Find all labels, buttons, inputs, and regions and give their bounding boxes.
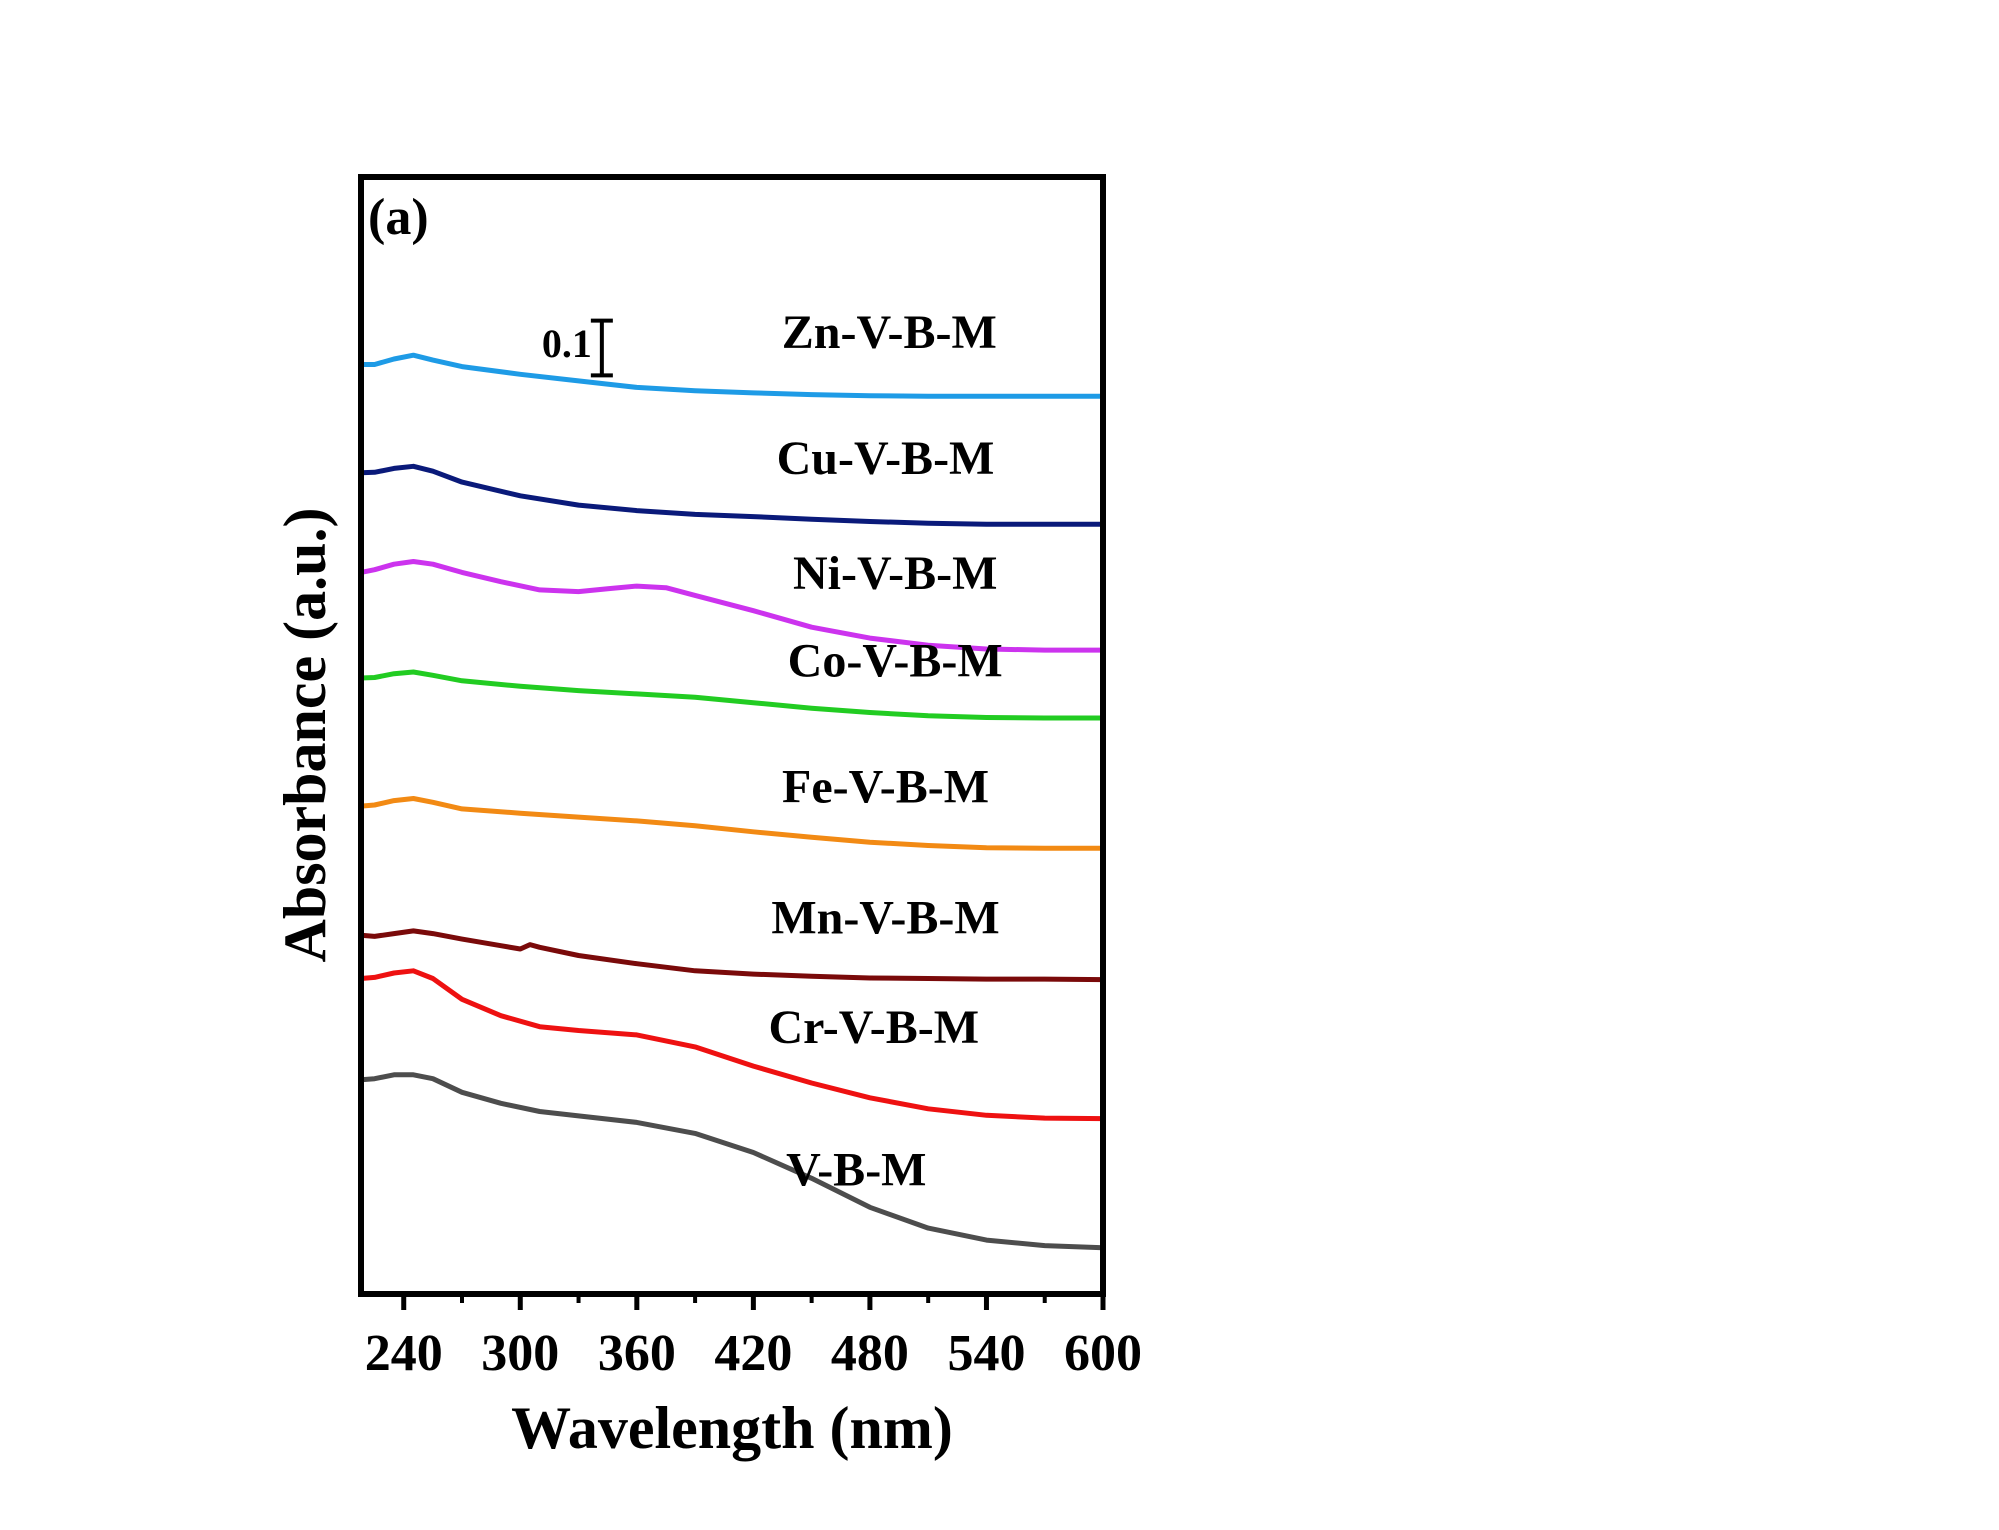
series-label-v-b-m: V-B-M xyxy=(786,1143,926,1196)
series-line-mn-v-b-m xyxy=(358,928,1106,983)
series-line-v-b-m xyxy=(358,1072,1106,1251)
series-label-cu-v-b-m: Cu-V-B-M xyxy=(777,432,995,485)
x-tick-label-300: 300 xyxy=(481,1325,559,1382)
y-axis-title: Absorbance (a.u.) xyxy=(272,507,338,962)
x-tick-label-420: 420 xyxy=(714,1325,792,1382)
series-label-mn-v-b-m: Mn-V-B-M xyxy=(771,892,999,945)
series-line-zn-v-b-m xyxy=(358,352,1106,399)
x-axis-ticks: 240 300 360 420 480 540 600 xyxy=(365,1294,1142,1382)
x-tick-label-540: 540 xyxy=(947,1325,1025,1382)
panel-label: (a) xyxy=(368,189,429,246)
series-label-zn-v-b-m: Zn-V-B-M xyxy=(782,306,997,359)
series-line-co-v-b-m xyxy=(358,669,1106,721)
series-line-ni-v-b-m xyxy=(358,559,1106,653)
plot-frame xyxy=(358,174,1106,1297)
series-labels: Zn-V-B-M Cu-V-B-M Ni-V-B-M Co-V-B-M Fe-V-B-M… xyxy=(769,306,1003,1196)
series-label-cr-v-b-m: Cr-V-B-M xyxy=(769,1001,980,1054)
x-tick-label-600: 600 xyxy=(1064,1325,1142,1382)
x-tick-label-240: 240 xyxy=(365,1325,443,1382)
series-label-fe-v-b-m: Fe-V-B-M xyxy=(782,760,989,813)
series-label-ni-v-b-m: Ni-V-B-M xyxy=(793,547,997,600)
series-label-co-v-b-m: Co-V-B-M xyxy=(788,634,1003,687)
series-line-fe-v-b-m xyxy=(358,796,1106,851)
scale-bar-label: 0.1 xyxy=(542,321,592,366)
x-tick-label-480: 480 xyxy=(831,1325,909,1382)
series-line-cu-v-b-m xyxy=(358,463,1106,527)
scale-bar: 0.1 xyxy=(542,318,613,378)
series-line-cr-v-b-m xyxy=(358,968,1106,1122)
series-layer xyxy=(358,352,1106,1251)
x-tick-label-360: 360 xyxy=(598,1325,676,1382)
x-axis-title: Wavelength (nm) xyxy=(511,1395,953,1461)
